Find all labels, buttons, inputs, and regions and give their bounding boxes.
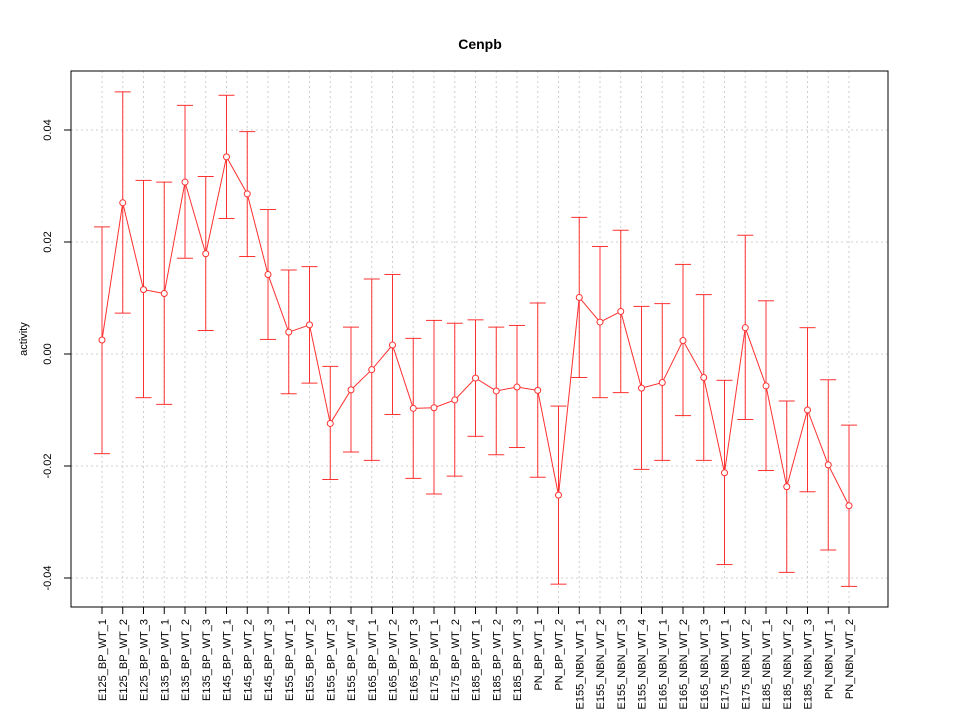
data-point: [264, 270, 272, 278]
x-tick-label: E185_NBN_WT_1: [761, 619, 773, 710]
x-tick-label: E155_NBN_WT_2: [595, 619, 607, 710]
x-tick-label: E185_BP_WT_2: [491, 619, 503, 701]
chart-title: Cenpb: [458, 36, 502, 52]
data-point: [555, 491, 562, 499]
data-point: [326, 419, 334, 427]
y-tick-label: -0.02: [42, 453, 54, 478]
y-tick-label: 0.04: [42, 119, 54, 140]
data-point: [285, 328, 293, 336]
x-tick-label: E185_NBN_WT_3: [803, 619, 815, 710]
x-tick-label: E165_BP_WT_1: [367, 619, 379, 701]
x-tick-label: E185_BP_WT_1: [471, 619, 483, 701]
x-tick-label: E155_BP_WT_4: [346, 619, 358, 701]
data-point: [783, 483, 791, 491]
data-point: [202, 250, 210, 258]
data-point: [638, 384, 645, 392]
x-tick-label: E125_BP_WT_2: [118, 619, 130, 701]
x-tick-label: E185_NBN_WT_2: [782, 619, 794, 710]
data-point: [243, 190, 251, 198]
x-tick-label: E175_BP_WT_2: [450, 619, 462, 701]
data-point: [741, 324, 749, 332]
data-point: [430, 404, 438, 412]
data-point: [762, 382, 770, 390]
x-tick-label: E175_NBN_WT_2: [740, 619, 752, 710]
data-point: [492, 387, 500, 395]
data-point: [160, 290, 168, 298]
data-point: [824, 461, 832, 469]
x-tick-label: E155_BP_WT_2: [305, 619, 317, 701]
series-group: [94, 91, 857, 587]
x-tick-label: E165_BP_WT_2: [388, 619, 400, 701]
data-point: [617, 307, 625, 315]
x-tick-label: E175_BP_WT_1: [429, 619, 441, 701]
x-tick-label: E145_BP_WT_2: [242, 619, 254, 701]
x-tick-label: PN_NBN_WT_1: [823, 619, 835, 699]
x-tick-label: E165_NBN_WT_2: [678, 619, 690, 710]
data-point: [368, 366, 376, 374]
y-tick-label: 0.02: [42, 231, 54, 252]
data-point: [472, 374, 479, 382]
data-point: [721, 469, 728, 477]
data-point: [658, 379, 666, 387]
x-tick-label: E135_BP_WT_1: [159, 619, 171, 701]
x-tick-label: E155_NBN_WT_4: [637, 619, 649, 710]
x-tick-label: E125_BP_WT_1: [97, 619, 109, 701]
data-point: [513, 383, 521, 391]
y-tick-label: -0.04: [42, 565, 54, 590]
plot-frame: [70, 70, 889, 608]
x-tick-label: E165_NBN_WT_1: [657, 619, 669, 710]
data-point: [306, 321, 313, 329]
data-point: [409, 404, 417, 412]
data-point: [679, 337, 687, 345]
x-tick-label: E155_NBN_WT_3: [616, 619, 628, 710]
data-point: [98, 336, 106, 344]
x-tick-label: E185_BP_WT_3: [512, 619, 524, 701]
x-tick-label: E165_NBN_WT_3: [699, 619, 711, 710]
data-point: [389, 341, 396, 349]
axes: -0.04 -0.02 0.00 0.02 0.04 E125_BP_WT_1 E125_B…: [42, 119, 856, 709]
data-point: [181, 178, 189, 186]
data-point: [596, 318, 604, 326]
data-point: [845, 502, 853, 510]
data-point: [451, 396, 459, 404]
x-tick-label: E135_BP_WT_3: [201, 619, 213, 701]
data-point: [534, 386, 542, 394]
x-tick-label: E175_NBN_WT_1: [720, 619, 732, 710]
x-tick-label: E145_BP_WT_3: [263, 619, 275, 701]
x-tick-label: PN_BP_WT_1: [533, 619, 545, 691]
x-tick-label: E155_BP_WT_1: [284, 619, 296, 701]
grid: [71, 71, 888, 607]
x-tick-label: E125_BP_WT_3: [139, 619, 151, 701]
data-point: [140, 286, 147, 294]
data-point: [347, 386, 355, 394]
x-tick-label: E135_BP_WT_2: [180, 619, 192, 701]
data-point: [700, 374, 708, 382]
x-tick-label: E155_NBN_WT_1: [574, 619, 586, 710]
data-point: [804, 406, 811, 414]
y-tick-label: 0.00: [42, 343, 54, 364]
x-tick-label: E145_BP_WT_1: [222, 619, 234, 701]
data-point: [119, 199, 127, 207]
data-point: [575, 293, 583, 301]
x-tick-label: E155_BP_WT_3: [325, 619, 337, 701]
x-tick-label: PN_BP_WT_2: [554, 619, 566, 691]
data-point: [223, 153, 230, 161]
x-tick-label: E165_BP_WT_3: [408, 619, 420, 701]
y-axis-label: activity: [18, 322, 30, 356]
x-tick-label: PN_NBN_WT_2: [844, 619, 856, 699]
